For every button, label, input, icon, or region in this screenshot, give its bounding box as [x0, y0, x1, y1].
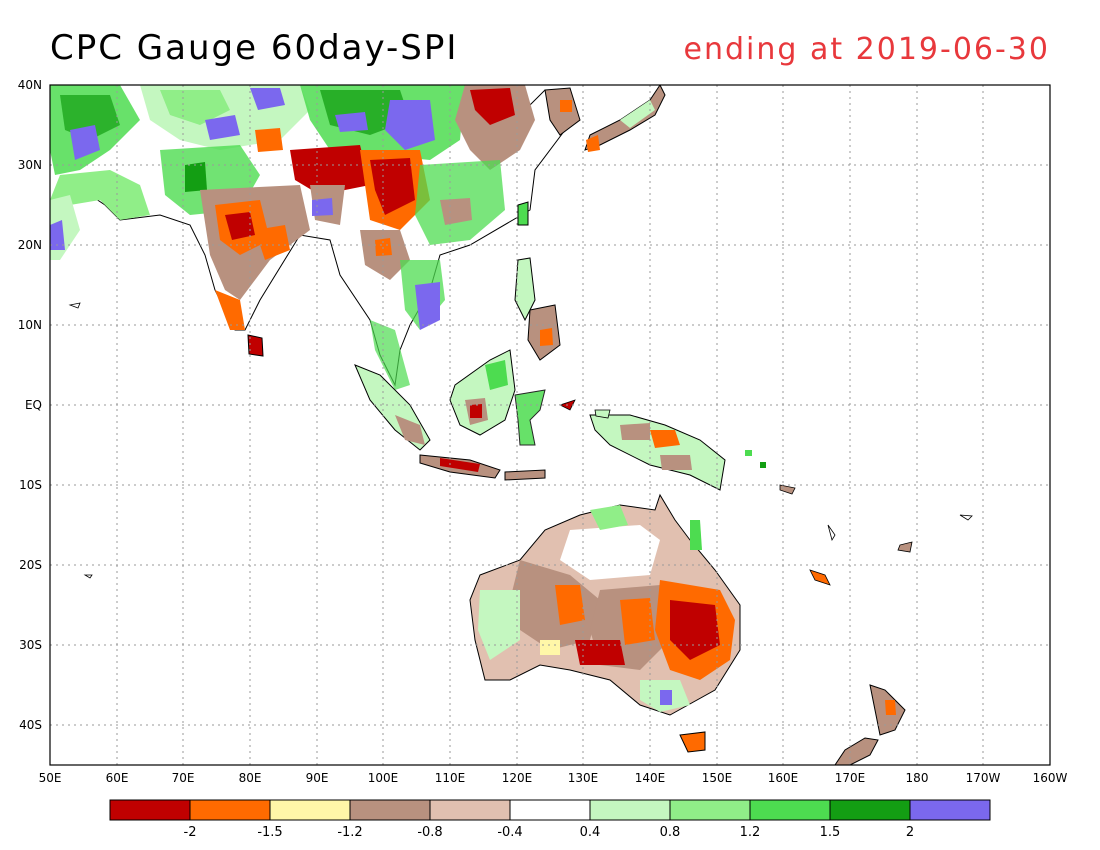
lat-tick-label: 20N: [18, 238, 42, 252]
graticule: [50, 85, 1050, 765]
lon-tick-label: 60E: [106, 771, 129, 785]
java: [419, 454, 546, 481]
legend-swatch: [269, 799, 351, 821]
legend-swatch: [589, 799, 671, 821]
lat-tick-label: 40S: [19, 718, 42, 732]
lon-tick-label: 160E: [768, 771, 799, 785]
legend-label: -2: [184, 825, 197, 840]
lat-tick-label: 40N: [18, 78, 42, 92]
map-title: CPC Gauge 60day-SPI: [50, 28, 459, 68]
legend-label: -1.2: [337, 825, 362, 840]
lon-tick-label: 90E: [306, 771, 329, 785]
legend-swatch: [749, 799, 831, 821]
lat-tick-label: 30S: [19, 638, 42, 652]
lat-tick-label: 10N: [18, 318, 42, 332]
legend-label: 1.2: [740, 825, 761, 840]
map-frame: [49, 84, 1051, 766]
lon-tick-label: 170E: [835, 771, 866, 785]
legend-swatch: [109, 799, 191, 821]
legend-swatch: [669, 799, 751, 821]
lon-tick-label: 140E: [635, 771, 666, 785]
lon-tick-label: 110E: [435, 771, 466, 785]
new-zealand: [834, 684, 906, 765]
color-legend: -2 -1.5 -1.2 -0.8 -0.4 0.4 0.8 1.2 1.5 2: [109, 799, 991, 840]
legend-swatch: [909, 799, 991, 821]
lon-tick-label: 120E: [502, 771, 533, 785]
lon-tick-label: 80E: [239, 771, 262, 785]
philippines: [514, 257, 561, 361]
lon-tick-label: 100E: [368, 771, 399, 785]
legend-swatch: [429, 799, 511, 821]
lon-tick-label: 130E: [568, 771, 599, 785]
borneo: [449, 349, 516, 436]
lon-axis: 50E 60E 70E 80E 90E 100E 110E 120E 130E …: [39, 771, 1068, 785]
pacific-islands: [68, 302, 973, 586]
legend-swatch: [349, 799, 431, 821]
map-content: [50, 85, 1050, 765]
legend-label: 0.4: [580, 825, 601, 840]
legend-swatch: [509, 799, 591, 821]
legend-swatch: [189, 799, 271, 821]
legend-swatch: [829, 799, 911, 821]
japan: [584, 85, 666, 152]
asia-landmass: [50, 85, 566, 390]
legend-label: -0.8: [417, 825, 442, 840]
legend-label: -0.4: [497, 825, 522, 840]
lon-tick-label: 50E: [39, 771, 62, 785]
lon-tick-label: 150E: [702, 771, 733, 785]
sri-lanka: [247, 334, 264, 357]
sulawesi: [514, 389, 546, 446]
lat-tick-label: 10S: [19, 478, 42, 492]
taiwan: [517, 201, 529, 226]
lat-axis: 40N 30N 20N 10N EQ 10S 20S 30S 40S: [18, 78, 42, 732]
legend-label: -1.5: [257, 825, 282, 840]
korea-anomaly: [560, 100, 572, 112]
legend-label: 2: [906, 825, 914, 840]
legend-label: 1.5: [820, 825, 841, 840]
lon-tick-label: 160W: [1033, 771, 1068, 785]
lat-tick-label: EQ: [25, 398, 42, 412]
tasmania: [679, 731, 706, 753]
legend-label: 0.8: [660, 825, 681, 840]
new-guinea: [589, 414, 726, 491]
lon-tick-label: 180: [906, 771, 929, 785]
lat-tick-label: 30N: [18, 158, 42, 172]
map-date-subtitle: ending at 2019-06-30: [683, 32, 1050, 67]
lat-tick-label: 20S: [19, 558, 42, 572]
lon-tick-label: 170W: [966, 771, 1001, 785]
lon-tick-label: 70E: [172, 771, 195, 785]
australia: [469, 493, 741, 716]
